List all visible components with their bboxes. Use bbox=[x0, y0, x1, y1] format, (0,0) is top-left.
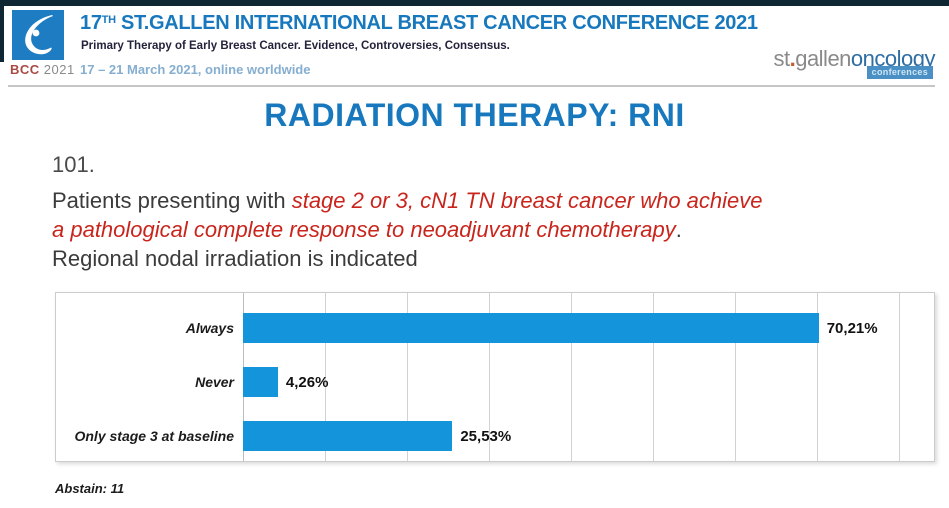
poll-results-chart: Always 70,21% Never 4,26% Only stage 3 at ba… bbox=[55, 292, 935, 462]
conference-title-ordinal: TH bbox=[101, 14, 116, 26]
bar bbox=[243, 313, 819, 343]
question-line1-black: Patients presenting with bbox=[52, 188, 292, 213]
bcc-logo-text: BCC 2021 bbox=[10, 62, 80, 77]
gridline bbox=[571, 293, 572, 461]
question-number: 101. bbox=[52, 152, 95, 177]
brand-conferences-badge: conferences bbox=[866, 66, 933, 79]
question-block: 101. Patients presenting with stage 2 or… bbox=[52, 150, 912, 273]
bcc-label: BCC bbox=[10, 62, 40, 77]
gridline bbox=[735, 293, 736, 461]
conference-title: 17TH ST.GALLEN INTERNATIONAL BREAST CANC… bbox=[80, 12, 758, 35]
value-label: 4,26% bbox=[285, 373, 329, 391]
chart-row: Only stage 3 at baseline 25,53% bbox=[56, 409, 934, 463]
bcc-drop-icon bbox=[25, 15, 53, 55]
bar-track: 4,26% bbox=[243, 355, 934, 409]
video-left-edge bbox=[0, 0, 4, 62]
slide-title: RADIATION THERAPY: RNI bbox=[264, 97, 685, 133]
category-label: Only stage 3 at baseline bbox=[74, 428, 234, 444]
brand-dot: . bbox=[789, 46, 796, 71]
chart-row: Never 4,26% bbox=[56, 355, 934, 409]
gridline bbox=[325, 293, 326, 461]
gridline bbox=[899, 293, 900, 461]
bcc-logo bbox=[12, 10, 64, 60]
gridline bbox=[489, 293, 490, 461]
conference-title-rest: ST.GALLEN INTERNATIONAL BREAST CANCER CO… bbox=[115, 12, 758, 34]
category-label: Always bbox=[185, 320, 234, 336]
question-line-2: a pathological complete response to neoa… bbox=[52, 215, 912, 244]
bar bbox=[243, 367, 278, 397]
conference-subtitle: Primary Therapy of Early Breast Cancer. … bbox=[81, 40, 510, 52]
chart-rows: Always 70,21% Never 4,26% Only stage 3 at ba… bbox=[56, 293, 934, 463]
conference-title-number: 17 bbox=[80, 12, 102, 34]
video-top-edge bbox=[0, 0, 949, 6]
conference-dates: 17 – 21 March 2021, online worldwide bbox=[80, 62, 311, 77]
gridline bbox=[407, 293, 408, 461]
bar-track: 25,53% bbox=[243, 409, 934, 463]
bcc-year: 2021 bbox=[43, 62, 75, 77]
question-line1-red: stage 2 or 3, cN1 TN breast cancer who a… bbox=[291, 188, 763, 213]
question-line2-period: . bbox=[675, 217, 682, 242]
value-label: 70,21% bbox=[826, 319, 878, 337]
brand-st: st bbox=[773, 46, 790, 71]
bar bbox=[243, 421, 453, 451]
question-line-1: Patients presenting with stage 2 or 3, c… bbox=[52, 186, 912, 215]
question-line-3: Regional nodal irradiation is indicated bbox=[52, 246, 418, 271]
chart-row: Always 70,21% bbox=[56, 301, 934, 355]
abstain-note: Abstain: 11 bbox=[55, 481, 125, 496]
header-divider bbox=[8, 85, 935, 87]
stgallen-oncology-logo: st.gallenoncology conferences bbox=[760, 46, 936, 79]
gridline bbox=[653, 293, 654, 461]
question-line2-red: a pathological complete response to neoa… bbox=[52, 217, 676, 242]
value-label: 25,53% bbox=[460, 427, 512, 445]
brand-gallen: gallen bbox=[795, 46, 851, 71]
category-label: Never bbox=[195, 374, 234, 390]
bar-track: 70,21% bbox=[243, 301, 934, 355]
gridline bbox=[817, 293, 818, 461]
